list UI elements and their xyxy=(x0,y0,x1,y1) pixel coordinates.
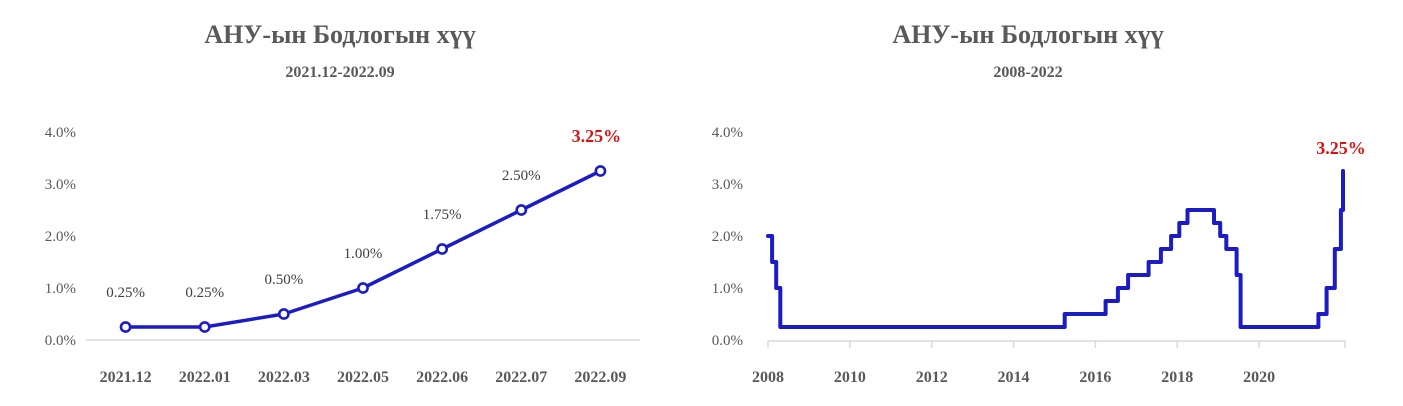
policy-rate-step-line xyxy=(766,169,1345,329)
data-label-latest: 3.25% xyxy=(1316,138,1366,158)
data-label: 2.50% xyxy=(502,168,541,184)
chart-title-history: АНУ-ын Бодлогын хүү xyxy=(892,20,1164,49)
x-axis-year-label: 2010 xyxy=(834,369,866,386)
y-axis-tick-label: 0.0% xyxy=(45,333,76,349)
y-axis-tick-label: 3.0% xyxy=(712,177,743,193)
data-label-latest: 3.25% xyxy=(572,126,622,146)
y-axis-tick-label: 3.0% xyxy=(45,177,76,193)
x-axis-year-label: 2016 xyxy=(1079,369,1111,386)
chart-panel-history: АНУ-ын Бодлогын хүү 2008-2022 0.0% 1.0% 2.… xyxy=(690,0,1403,406)
x-axis-year-label: 2014 xyxy=(998,369,1030,386)
x-axis-year-label: 2008 xyxy=(752,369,784,386)
x-axis-category-label: 2022.09 xyxy=(574,369,626,386)
data-label: 1.00% xyxy=(344,246,383,262)
x-axis-year-label: 2012 xyxy=(916,369,948,386)
y-axis-tick-label: 2.0% xyxy=(712,229,743,245)
x-axis-category-label: 2022.07 xyxy=(495,369,547,386)
x-axis-category-label: 2022.05 xyxy=(337,369,389,386)
chart-header-history: АНУ-ын Бодлогын хүү 2008-2022 xyxy=(690,20,1366,82)
step-chart-us-policy-rate-2008-2022: 0.0% 1.0% 2.0% 3.0% 4.0% 2008 2010 2012 2014 2016… xyxy=(712,125,1366,386)
chart-panel-recent: АНУ-ын Бодлогын хүү 2021.12-2022.09 0.0%… xyxy=(0,0,690,406)
y-axis-tick-label: 1.0% xyxy=(712,281,743,297)
data-label: 0.50% xyxy=(264,272,303,288)
x-axis-category-label: 2021.12 xyxy=(100,369,152,386)
data-label: 0.25% xyxy=(106,285,145,301)
x-axis-year-label: 2020 xyxy=(1243,369,1275,386)
x-axis-year-label: 2018 xyxy=(1161,369,1193,386)
x-axis-category-label: 2022.01 xyxy=(179,369,231,386)
data-point-marker xyxy=(594,165,607,177)
line-chart-us-policy-rate-2021-2022: 0.0% 1.0% 2.0% 3.0% 4.0% 2021.12 2022.01 2022.0… xyxy=(45,125,640,386)
y-axis-tick-label: 0.0% xyxy=(712,333,743,349)
x-axis-category-label: 2022.03 xyxy=(258,369,310,386)
y-axis-tick-label: 1.0% xyxy=(45,281,76,297)
chart-subtitle-recent: 2021.12-2022.09 xyxy=(285,64,395,81)
data-point-marker xyxy=(198,321,211,333)
data-point-marker xyxy=(515,204,528,216)
chart-header-recent: АНУ-ын Бодлогын хүү 2021.12-2022.09 xyxy=(0,20,680,82)
data-label: 0.25% xyxy=(185,285,224,301)
chart-title-recent: АНУ-ын Бодлогын хүү xyxy=(204,20,476,49)
data-point-marker xyxy=(277,308,290,320)
y-axis-tick-label: 4.0% xyxy=(45,125,76,141)
data-label: 1.75% xyxy=(423,207,462,223)
data-point-marker xyxy=(436,243,449,255)
chart-subtitle-history: 2008-2022 xyxy=(993,64,1063,81)
data-point-marker xyxy=(119,321,132,333)
x-axis-category-label: 2022.06 xyxy=(416,369,468,386)
y-axis-tick-label: 2.0% xyxy=(45,229,76,245)
y-axis-tick-label: 4.0% xyxy=(712,125,743,141)
data-point-marker xyxy=(357,282,369,294)
